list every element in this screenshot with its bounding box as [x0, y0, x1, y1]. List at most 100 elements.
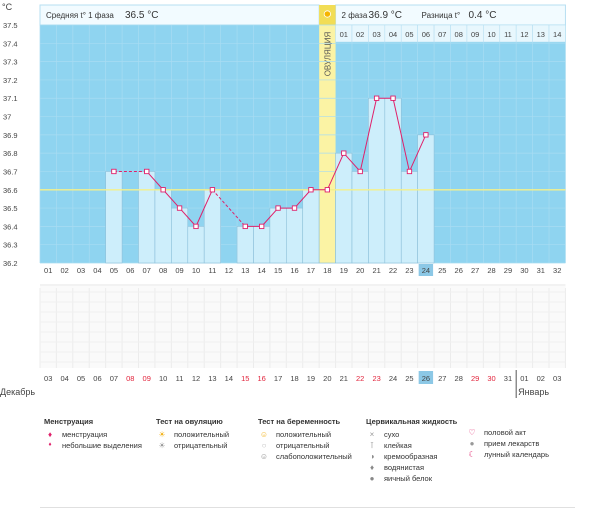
x-tick-label: 13 [241, 266, 249, 275]
legend-cervical-fluid: Цервикальная жидкость × сухо ⊺ клейкая ◑… [366, 416, 457, 484]
cross-dry-icon: × [369, 430, 375, 439]
legend-item: ♡ половой акт [466, 427, 549, 438]
phase2-day-cell [548, 24, 566, 43]
calendar-day-label: 26 [422, 374, 430, 383]
circle-negative-icon: ○ [261, 441, 267, 450]
legend-item-label: сухо [384, 430, 400, 439]
phase1-label: Средняя t° 1 фаза [46, 11, 114, 20]
x-tick-label: 04 [93, 266, 101, 275]
y-tick-label: 36.8 [3, 149, 18, 158]
temperature-point [242, 223, 248, 230]
calendar-day-label: 20 [323, 374, 331, 383]
temperature-point [209, 187, 216, 193]
x-tick-label: 21 [372, 266, 380, 275]
temperature-point [357, 168, 363, 175]
legend-ovulation-test: Тест на овуляцию ☀ положительный ☀ отриц… [156, 416, 229, 451]
egg-white-icon: ● [369, 474, 375, 483]
temperature-point [176, 205, 183, 211]
temperature-bar [203, 189, 221, 264]
x-tick-label: 22 [389, 266, 397, 275]
calendar-day-label: 12 [192, 374, 200, 383]
phase2-day-label: 13 [537, 30, 545, 39]
phase2-day-label: 03 [372, 30, 380, 39]
calendar-day-label: 21 [340, 374, 348, 383]
temperature-bar [335, 152, 353, 264]
phase2-day-label: 06 [422, 30, 430, 39]
temperature-bar [187, 226, 205, 264]
calendar-day-label: 30 [487, 374, 495, 383]
x-tick-label: 26 [455, 266, 463, 275]
sun-positive-icon: ☀ [158, 430, 166, 439]
calendar-day-label: 07 [110, 374, 118, 383]
legend-pregnancy-test: Тест на беременность ☺ положительный ○ о… [258, 416, 352, 462]
legend-item: ♦ менструация [44, 429, 142, 440]
heart-icon: ♡ [468, 428, 476, 437]
legend-item: ⊺ клейкая [366, 440, 457, 451]
calendar-day-label: 09 [143, 374, 151, 383]
diff-value: 0.4 °C [469, 10, 497, 21]
phase2-day-label: 10 [487, 30, 495, 39]
creamy-icon: ◑ [369, 452, 375, 461]
diff-label: Разница t° [422, 11, 461, 20]
series-segment [146, 171, 164, 191]
bbt-chart: 03 04 05 06 07 08 09 10 11 12 13 14 15 16 17 18 19 20 21 22… [0, 2, 566, 398]
temperature-point [373, 95, 380, 101]
pill-icon: ● [469, 439, 475, 448]
y-axis: 36.2 36.3 36.4 36.5 36.6 36.7 36.8 36.9 37 37.1 37… [3, 21, 18, 268]
legend-item-label: лунный календарь [484, 450, 550, 459]
calendar-day-label: 01 [520, 374, 528, 383]
calendar-day-label: 02 [537, 374, 545, 383]
x-axis-cycle-days: 01 02 03 04 05 06 07 08 09 10 11 12 13 14 15 16 17 18 19 20… [40, 264, 566, 286]
temperature-point [275, 205, 281, 211]
x-tick-label: 17 [307, 266, 315, 275]
legend-item-label: положительный [174, 430, 230, 439]
calendar-day-label: 24 [389, 374, 397, 383]
y-tick-label: 36.3 [3, 241, 18, 250]
calendar-day-label: 08 [126, 374, 134, 383]
temperature-point [324, 187, 330, 193]
x-tick-label: 29 [504, 266, 512, 275]
temperature-bar [318, 189, 336, 264]
calendar-day-label: 10 [159, 374, 167, 383]
y-tick-label: 37.4 [3, 39, 18, 48]
temperature-point [259, 223, 265, 230]
series-segment [162, 189, 180, 209]
calendar-day-label: 18 [290, 374, 298, 383]
y-tick-label: 37 [3, 113, 11, 122]
x-tick-label: 25 [438, 266, 446, 275]
x-tick-label: 27 [471, 266, 479, 275]
calendar-day-label: 13 [208, 374, 216, 383]
phase2-day-label: 05 [405, 30, 413, 39]
phase2-day-label: 04 [389, 30, 397, 39]
x-tick-label: 32 [553, 266, 561, 275]
legend-item-label: отрицательный [174, 441, 228, 450]
series-segment [343, 152, 361, 172]
legend-item-label: половой акт [484, 428, 527, 437]
phase2-day-label: 12 [520, 30, 528, 39]
y-tick-label: 36.2 [3, 259, 18, 268]
legend-other: ♡ половой акт ● прием лекарств ☾ лунный … [466, 427, 549, 460]
legend-item: ☺ положительный [258, 429, 352, 440]
legend-item: ● яичный белок [366, 473, 457, 484]
phase2-day-label: 11 [504, 30, 512, 39]
temperature-bar [105, 171, 123, 264]
series-segment [408, 134, 427, 172]
temperature-point [423, 132, 429, 138]
y-tick-label: 37.1 [3, 94, 18, 103]
legend-item: ☾ лунный календарь [466, 449, 549, 460]
calendar-day-label: 06 [93, 374, 101, 383]
temperature-bar [236, 226, 254, 264]
temperature-bar [302, 189, 320, 264]
calendar-day-label: 27 [438, 374, 446, 383]
legend-ovulation-title: Тест на овуляцию [156, 417, 223, 426]
calendar-day-label: 03 [44, 374, 52, 383]
x-tick-label: 10 [192, 266, 200, 275]
legend-item-label: положительный [276, 430, 332, 439]
calendar-day-label: 22 [356, 374, 364, 383]
temperature-point [144, 168, 150, 175]
x-tick-label: 24 [422, 266, 430, 275]
y-tick-label: 37.3 [3, 58, 18, 67]
temperature-bar [138, 171, 156, 264]
month-label-next: Январь [518, 387, 549, 397]
legend-item: ◑ кремообразная [366, 451, 457, 462]
